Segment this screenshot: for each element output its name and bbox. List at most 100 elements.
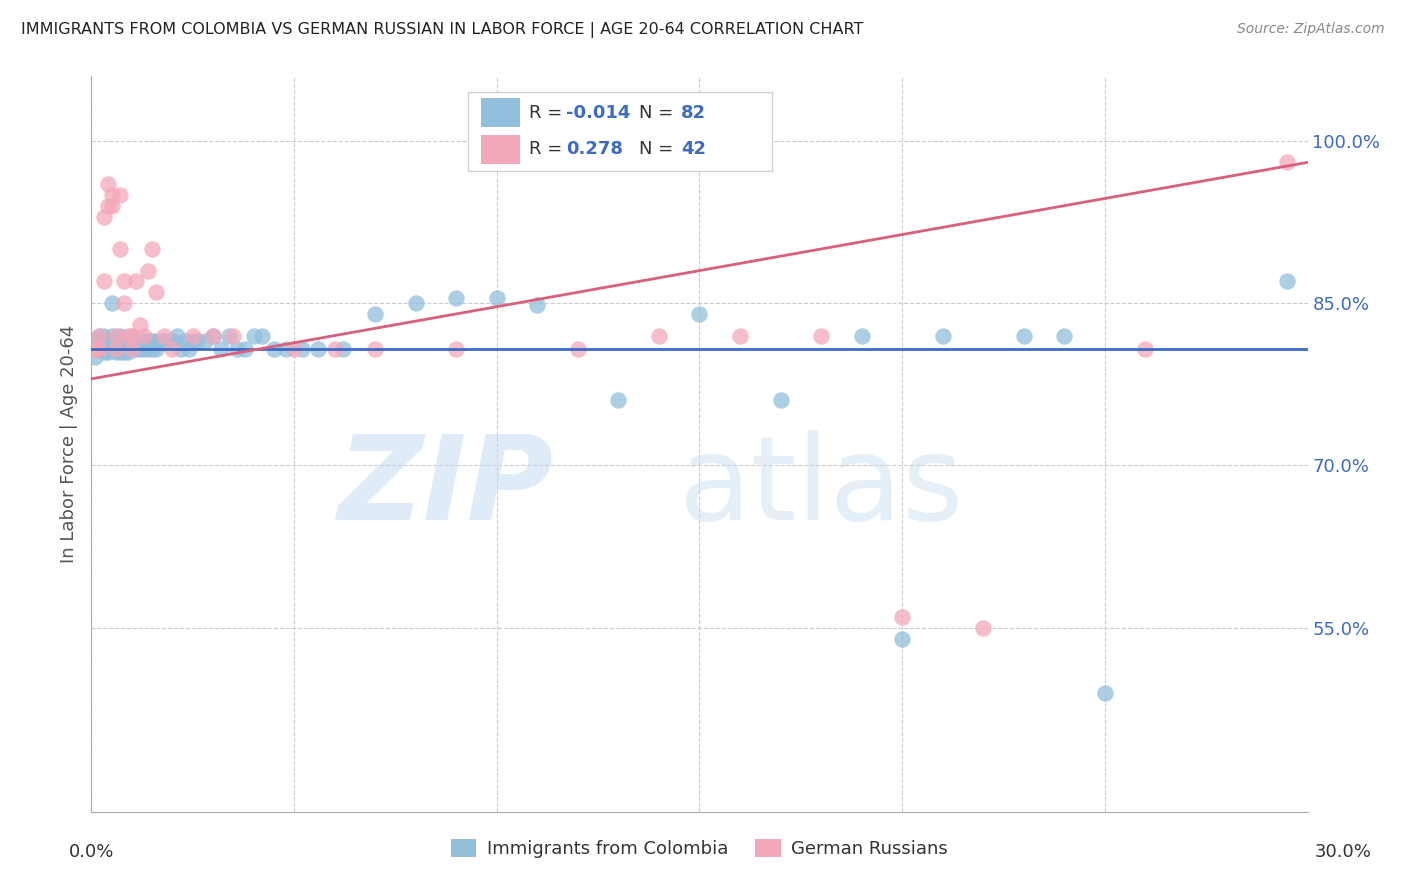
Point — [149, 334, 172, 348]
Point — [132, 328, 155, 343]
Point — [307, 342, 329, 356]
Point — [112, 296, 135, 310]
Point — [100, 337, 122, 351]
Point — [97, 344, 120, 359]
Point — [108, 344, 131, 359]
Point — [444, 291, 467, 305]
Point — [117, 334, 139, 348]
Point — [108, 328, 131, 343]
Point — [97, 342, 120, 356]
Point — [136, 342, 159, 356]
Point — [84, 342, 107, 356]
Point — [153, 334, 176, 348]
Point — [1277, 275, 1299, 289]
Point — [485, 291, 508, 305]
Point — [121, 334, 143, 348]
Point — [84, 350, 107, 364]
Point — [728, 328, 751, 343]
Point — [173, 334, 195, 348]
Point — [291, 342, 314, 356]
Point — [129, 334, 152, 348]
Point — [162, 342, 184, 356]
Point — [181, 328, 204, 343]
Point — [250, 328, 273, 343]
Point — [769, 393, 792, 408]
Text: 0.0%: 0.0% — [69, 843, 114, 861]
Y-axis label: In Labor Force | Age 20-64: In Labor Force | Age 20-64 — [59, 325, 77, 563]
Point — [972, 621, 994, 635]
Point — [132, 342, 155, 356]
Point — [121, 328, 143, 343]
Point — [125, 334, 148, 348]
Point — [93, 328, 115, 343]
Point — [444, 342, 467, 356]
Point — [202, 328, 225, 343]
Point — [332, 342, 354, 356]
Point — [89, 342, 111, 356]
Point — [89, 339, 111, 353]
Point — [125, 342, 148, 356]
Point — [283, 342, 305, 356]
Point — [181, 334, 204, 348]
Point — [209, 342, 232, 356]
Point — [218, 328, 240, 343]
Legend: Immigrants from Colombia, German Russians: Immigrants from Colombia, German Russian… — [451, 838, 948, 858]
Point — [104, 342, 127, 356]
Point — [364, 342, 387, 356]
Point — [1277, 155, 1299, 169]
Point — [141, 334, 163, 348]
Point — [263, 342, 285, 356]
Text: IMMIGRANTS FROM COLOMBIA VS GERMAN RUSSIAN IN LABOR FORCE | AGE 20-64 CORRELATIO: IMMIGRANTS FROM COLOMBIA VS GERMAN RUSSI… — [21, 22, 863, 38]
Point — [112, 334, 135, 348]
Point — [121, 342, 143, 356]
Point — [100, 328, 122, 343]
Point — [931, 328, 953, 343]
Point — [117, 328, 139, 343]
Point — [108, 242, 131, 256]
Point — [891, 632, 914, 646]
Point — [607, 393, 630, 408]
Point — [84, 342, 107, 356]
Point — [145, 334, 167, 348]
Point — [405, 296, 427, 310]
Point — [274, 342, 297, 356]
Text: 30.0%: 30.0% — [1315, 843, 1371, 861]
Point — [100, 199, 122, 213]
Point — [104, 342, 127, 356]
Point — [235, 342, 257, 356]
Point — [108, 342, 131, 356]
Point — [194, 334, 217, 348]
Point — [84, 334, 107, 348]
Point — [84, 342, 107, 356]
Point — [100, 187, 122, 202]
Point — [89, 328, 111, 343]
Point — [136, 334, 159, 348]
Point — [104, 328, 127, 343]
Point — [121, 342, 143, 356]
Point — [104, 334, 127, 348]
Point — [567, 342, 589, 356]
Point — [162, 334, 184, 348]
Point — [112, 342, 135, 356]
Point — [132, 334, 155, 348]
Point — [93, 210, 115, 224]
Point — [136, 263, 159, 277]
Point — [688, 307, 710, 321]
Point — [1094, 686, 1116, 700]
Point — [1012, 328, 1035, 343]
Point — [145, 342, 167, 356]
Point — [242, 328, 264, 343]
Point — [117, 342, 139, 356]
Point — [129, 318, 152, 332]
Point — [141, 342, 163, 356]
Point — [100, 342, 122, 356]
Point — [108, 334, 131, 348]
Point — [108, 187, 131, 202]
Point — [323, 342, 346, 356]
Point — [104, 344, 127, 359]
Point — [112, 344, 135, 359]
Point — [648, 328, 671, 343]
Point — [186, 334, 208, 348]
Point — [89, 342, 111, 356]
Point — [851, 328, 873, 343]
